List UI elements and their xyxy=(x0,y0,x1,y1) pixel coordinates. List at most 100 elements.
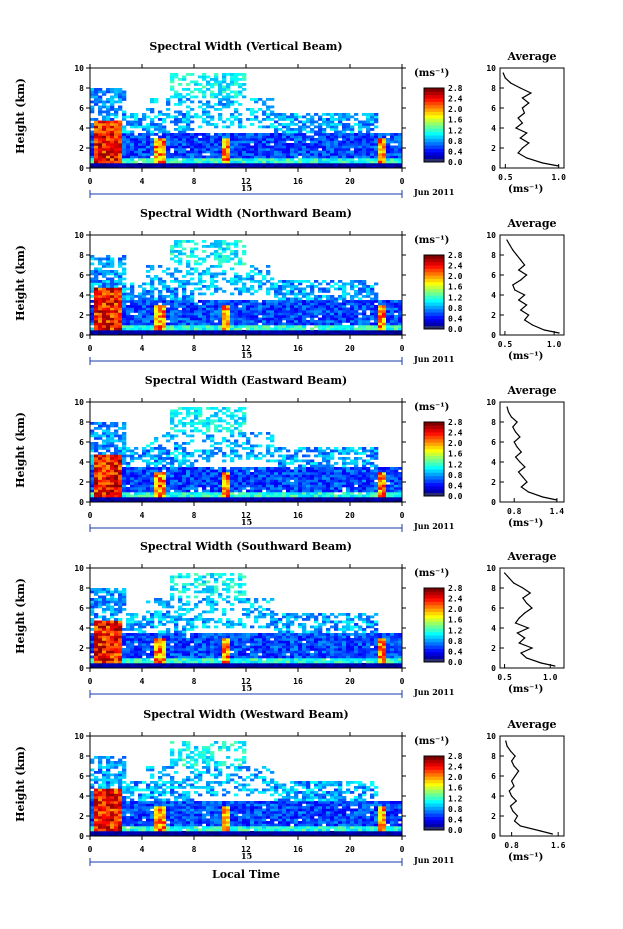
heatmap-cell xyxy=(238,292,243,296)
heatmap-cell xyxy=(146,482,151,485)
heatmap-cell xyxy=(206,133,211,136)
heatmap-cell xyxy=(298,282,303,286)
heatmap-cell xyxy=(154,300,159,303)
heatmap-cell xyxy=(182,332,187,336)
heatmap-cell xyxy=(210,444,215,448)
heatmap-cell xyxy=(210,422,215,425)
heatmap-cell xyxy=(254,327,259,331)
heatmap-cell xyxy=(282,158,287,161)
heatmap-cell xyxy=(390,148,395,151)
heatmap-cell xyxy=(258,148,263,151)
heatmap-cell xyxy=(282,300,287,303)
heatmap-cell xyxy=(302,128,307,131)
heatmap-cell xyxy=(182,100,187,104)
heatmap-cell xyxy=(122,158,127,161)
heatmap-cell xyxy=(134,140,139,144)
heatmap-cell xyxy=(390,327,395,331)
heatmap-cell xyxy=(102,434,107,438)
heatmap-cell xyxy=(174,469,179,473)
heatmap-cell xyxy=(330,113,335,116)
heatmap-cell xyxy=(118,434,123,438)
average-x-label: (ms⁻¹) xyxy=(508,518,544,529)
heatmap-cell xyxy=(286,290,291,293)
heatmap-cell xyxy=(202,272,207,276)
heatmap-cell xyxy=(350,482,355,485)
heatmap-cell xyxy=(382,300,387,303)
heatmap-cell xyxy=(142,322,147,326)
heatmap-cell xyxy=(358,140,363,144)
heatmap-cell xyxy=(206,494,211,498)
heatmap-cell xyxy=(170,257,175,261)
heatmap-cell xyxy=(210,452,215,455)
heatmap-cell xyxy=(150,265,155,268)
heatmap-cell xyxy=(254,472,259,475)
heatmap-cell xyxy=(202,322,207,326)
heatmap-cell xyxy=(110,317,115,321)
heatmap-cell xyxy=(390,320,395,323)
heatmap-cell xyxy=(150,315,155,318)
heatmap-cell xyxy=(366,118,371,121)
heatmap-cell xyxy=(226,138,231,141)
heatmap-cell xyxy=(386,327,391,331)
heatmap-cell xyxy=(154,467,159,470)
heatmap-cell xyxy=(346,123,351,126)
heatmap-cell xyxy=(234,252,239,256)
heatmap-cell xyxy=(118,145,123,149)
heatmap-cell xyxy=(178,429,183,433)
heatmap-cell xyxy=(194,310,199,313)
heatmap-cell xyxy=(282,292,287,296)
heatmap-cell xyxy=(206,419,211,423)
heatmap-cell xyxy=(110,332,115,336)
heatmap-cell xyxy=(122,467,127,470)
heatmap-cell xyxy=(274,449,279,453)
heatmap-cell xyxy=(346,118,351,121)
heatmap-cell xyxy=(322,128,327,131)
heatmap-cell xyxy=(202,280,207,283)
heatmap-cell xyxy=(218,257,223,261)
heatmap-cell xyxy=(106,442,111,445)
heatmap-cell xyxy=(198,75,203,79)
heatmap-cell xyxy=(138,487,143,490)
heatmap-cell xyxy=(98,165,103,169)
colorbar-cell xyxy=(424,292,444,296)
heatmap-cell xyxy=(162,305,167,308)
heatmap-cell xyxy=(178,250,183,253)
heatmap-cell xyxy=(274,482,279,485)
heatmap-cell xyxy=(158,484,163,488)
heatmap-cell xyxy=(170,494,175,498)
heatmap-cell xyxy=(258,153,263,156)
heatmap-cell xyxy=(118,459,123,463)
heatmap-cell xyxy=(278,285,283,288)
heatmap-cell xyxy=(102,295,107,298)
heatmap-cell xyxy=(290,325,295,328)
heatmap-cell xyxy=(106,482,111,485)
heatmap-cell xyxy=(302,295,307,298)
heatmap-cell xyxy=(234,477,239,480)
heatmap-cell xyxy=(102,429,107,433)
heatmap-cell xyxy=(358,307,363,311)
heatmap-cell xyxy=(182,133,187,136)
heatmap-cell xyxy=(218,409,223,413)
heatmap-cell xyxy=(214,78,219,81)
heatmap-cell xyxy=(270,277,275,281)
heatmap-cell xyxy=(98,447,103,450)
heatmap-cell xyxy=(214,150,219,154)
heatmap-cell xyxy=(198,322,203,326)
heatmap-cell xyxy=(94,277,99,281)
heatmap-cell xyxy=(102,262,107,266)
heatmap-cell xyxy=(262,454,267,458)
heatmap-cell xyxy=(190,90,195,94)
heatmap-cell xyxy=(230,467,235,470)
heatmap-cell xyxy=(282,130,287,134)
heatmap-cell xyxy=(210,285,215,288)
heatmap-cell xyxy=(214,305,219,308)
heatmap-cell xyxy=(106,327,111,331)
heatmap-cell xyxy=(150,282,155,286)
heatmap-cell xyxy=(346,160,351,164)
heatmap-cell xyxy=(186,138,191,141)
heatmap-cell xyxy=(318,153,323,156)
heatmap-cell xyxy=(190,80,195,84)
heatmap-cell xyxy=(266,270,271,273)
heatmap-cell xyxy=(310,305,315,308)
